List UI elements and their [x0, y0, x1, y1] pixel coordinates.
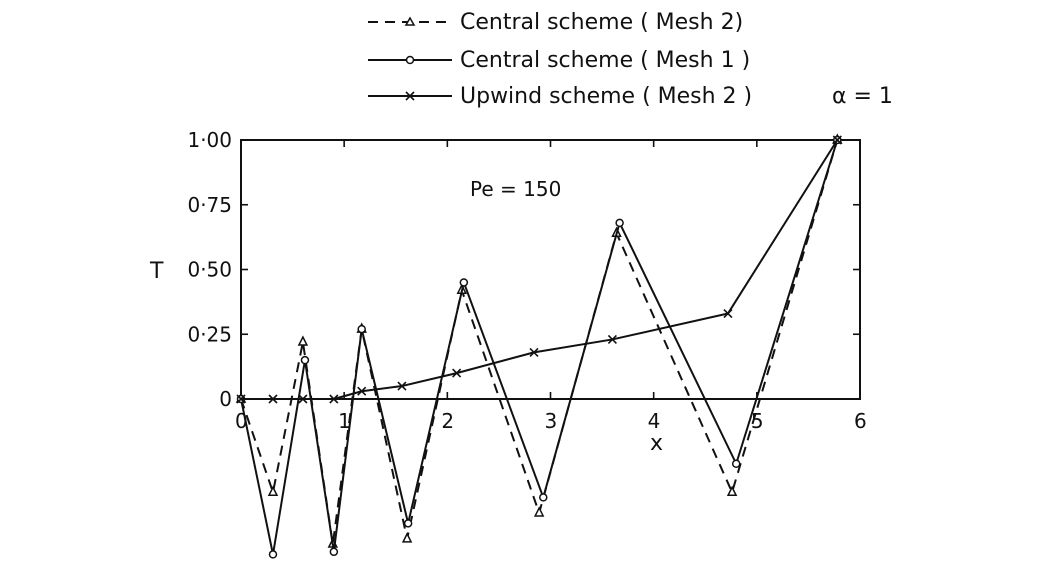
series-2: [236, 135, 842, 404]
point-s2-7: [529, 347, 539, 357]
series-layer: [235, 133, 843, 559]
point-s2-2: [298, 394, 308, 404]
x-tick-label-6: 6: [854, 409, 867, 433]
point-s1-4: [357, 324, 366, 334]
legend-label-upwind-mesh2: Upwind scheme ( Mesh 2 ): [460, 84, 752, 109]
point-s2-3: [329, 394, 339, 404]
point-s1-7: [539, 493, 548, 502]
x-tick-label-3: 3: [545, 409, 558, 433]
x-tick-label-5: 5: [751, 409, 764, 433]
point-s1-5: [403, 519, 413, 528]
y-tick-label-3: 0·75: [187, 193, 232, 217]
point-s2-10: [832, 135, 842, 145]
legend-label-central-mesh2: Central scheme ( Mesh 2): [460, 10, 743, 35]
point-s2-4: [357, 386, 367, 396]
point-s2-0: [236, 394, 246, 404]
point-s1-8: [615, 218, 624, 228]
series-line-1: [240, 139, 839, 556]
point-s2-1: [268, 394, 278, 404]
point-s2-8: [607, 334, 617, 344]
legend-marker-triangle: [404, 16, 416, 26]
point-s1-1: [268, 550, 278, 559]
x-tick-label-4: 4: [648, 409, 661, 433]
y-axis-label: T: [149, 259, 164, 284]
y-tick-label-1: 0·25: [187, 322, 232, 346]
point-s1-9: [731, 459, 741, 468]
point-s0-5: [401, 532, 413, 543]
legend-marker-x: [405, 91, 415, 101]
point-s0-7: [533, 506, 545, 517]
peclet-annotation: Pe = 150: [470, 177, 561, 201]
point-s2-6: [452, 368, 462, 378]
y-tick-label-4: 1·00: [187, 128, 232, 152]
y-tick-labels: 0 0·25 0·50 0·75 1·00: [187, 128, 232, 411]
point-s0-2: [297, 335, 309, 346]
alpha-label: α = 1: [832, 84, 893, 109]
y-tick-label-0: 0: [219, 387, 232, 411]
legend-item-central-mesh2: Central scheme ( Mesh 2): [368, 10, 743, 35]
point-s1-6: [459, 278, 469, 287]
legend: Central scheme ( Mesh 2) Central scheme …: [368, 10, 893, 109]
point-s2-9: [723, 308, 733, 319]
x-tick-label-1: 1: [338, 409, 351, 433]
y-tick-label-2: 0·50: [187, 258, 232, 282]
legend-item-central-mesh1: Central scheme ( Mesh 1 ): [368, 48, 750, 73]
point-s1-2: [300, 355, 310, 365]
legend-label-central-mesh1: Central scheme ( Mesh 1 ): [460, 48, 750, 73]
legend-marker-circle: [405, 55, 415, 65]
x-axis-label: x: [650, 431, 663, 456]
point-s1-3: [329, 547, 339, 557]
legend-item-upwind-mesh2: Upwind scheme ( Mesh 2 ) α = 1: [368, 84, 893, 109]
point-s0-9: [726, 485, 738, 496]
point-s0-1: [267, 485, 279, 496]
point-s2-5: [397, 381, 407, 391]
x-tick-label-2: 2: [441, 409, 454, 433]
